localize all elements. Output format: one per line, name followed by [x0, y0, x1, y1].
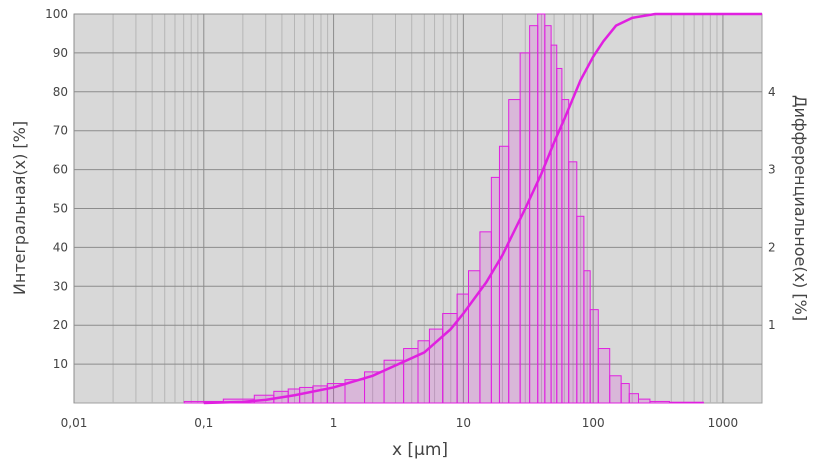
- y-tick-label-right: 4: [768, 85, 776, 99]
- histogram-bar: [519, 52, 531, 404]
- y-tick-label-right: 1: [768, 318, 776, 332]
- x-tick-label: 1: [330, 416, 338, 430]
- histogram-bars: [183, 13, 704, 404]
- x-tick-label: 0,1: [194, 416, 213, 430]
- histogram-bar: [589, 309, 599, 404]
- x-tick-label: 1000: [708, 416, 739, 430]
- y-axis-label-left: Интегральная(x) [%]: [10, 121, 29, 295]
- y-tick-label-left: 70: [53, 124, 68, 138]
- histogram-bar: [544, 25, 552, 404]
- y-axis-label-right: Дифференциальное(x) [%]: [791, 95, 810, 321]
- y-tick-label-left: 60: [53, 163, 68, 177]
- histogram-bar: [568, 161, 578, 404]
- y-tick-label-left: 90: [53, 46, 68, 60]
- histogram-bar: [299, 386, 314, 404]
- y-tick-label-left: 10: [53, 357, 68, 371]
- histogram-bar: [467, 270, 481, 404]
- x-tick-label: 0,01: [61, 416, 88, 430]
- histogram-bar: [442, 313, 458, 404]
- y-tick-label-right: 3: [768, 163, 776, 177]
- histogram-bar: [583, 270, 591, 404]
- y-tick-label-right: 2: [768, 240, 776, 254]
- histogram-bar: [490, 176, 500, 404]
- histogram-bar: [576, 215, 585, 404]
- histogram-bar: [638, 398, 651, 404]
- histogram-bar: [537, 13, 546, 404]
- histogram-bar: [556, 67, 563, 404]
- y-tick-label-left: 30: [53, 279, 68, 293]
- histogram-bar: [479, 231, 492, 404]
- histogram-bar: [597, 348, 611, 404]
- axis-ticks: 0,01 0,1 1 10 100 1000 10 20 30 40 50 60 70 80 90 100 1 2…: [45, 7, 776, 430]
- y-tick-label-left: 80: [53, 85, 68, 99]
- histogram-bar: [649, 400, 670, 404]
- x-tick-label: 10: [456, 416, 471, 430]
- histogram-bar: [628, 393, 640, 404]
- series-line-cumulative: [203, 12, 762, 405]
- histogram-bar: [498, 145, 510, 404]
- y-tick-label-left: 50: [53, 202, 68, 216]
- x-tick-label: 100: [582, 416, 605, 430]
- y-tick-label-left: 100: [45, 7, 68, 21]
- histogram-bar: [529, 25, 539, 404]
- y-tick-label-left: 20: [53, 318, 68, 332]
- x-axis-label: x [µm]: [392, 440, 448, 460]
- histogram-bar: [609, 375, 622, 404]
- y-tick-label-left: 40: [53, 240, 68, 254]
- histogram-bar: [561, 99, 570, 404]
- histogram-bar: [428, 328, 444, 404]
- histogram-bar: [550, 44, 558, 404]
- histogram-bar: [508, 99, 521, 404]
- histogram-bar: [620, 383, 630, 404]
- major-grid: [73, 13, 762, 403]
- histogram-bar: [668, 401, 704, 404]
